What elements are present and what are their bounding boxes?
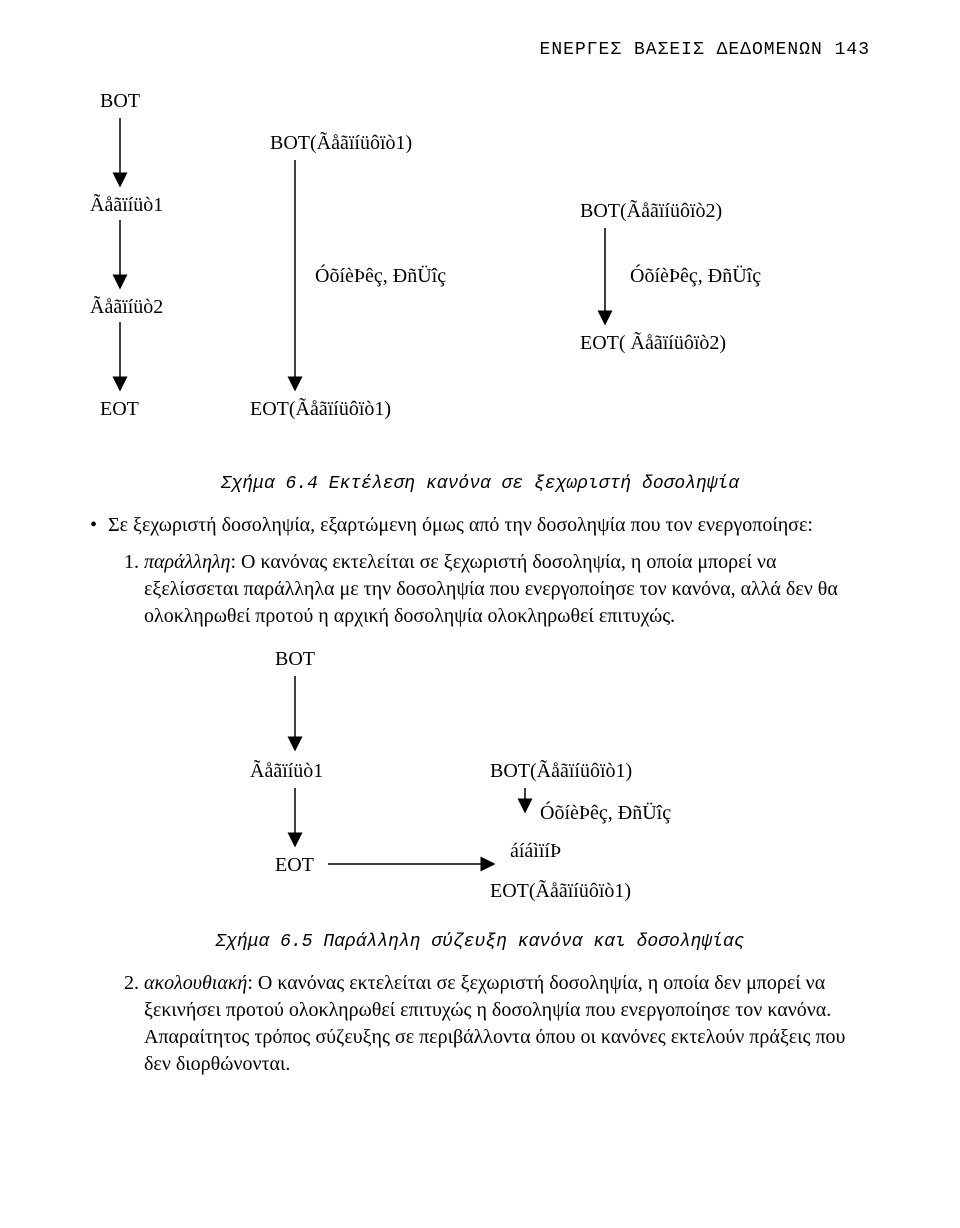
fig2-col1-ev1: Ãåãïíüò1 xyxy=(250,760,323,782)
arrow-icon xyxy=(328,854,498,874)
arrow-icon xyxy=(110,322,130,394)
bullet-icon: • xyxy=(90,512,108,539)
bullet-text: Σε ξεχωριστή δοσοληψία, εξαρτώμενη όμως … xyxy=(108,514,813,536)
running-head: ΕΝΕΡΓΕΣ ΒΑΣΕΙΣ ΔΕΔΟΜΕΝΩΝ 143 xyxy=(90,40,870,60)
arrow-icon xyxy=(285,676,305,754)
figure-6-4: BOT Ãåãïíüò1 Ãåãïíüò2 EOT BOT(Ãåãïíüôïò1… xyxy=(90,90,870,470)
fig1-col3-bot: BOT(Ãåãïíüôïò2) xyxy=(580,200,722,222)
arrow-icon xyxy=(595,228,615,328)
fig2-col2-eot: EOT(Ãåãïíüôïò1) xyxy=(490,880,631,902)
figure-6-5-caption: Σχήμα 6.5 Παράλληλη σύζευξη κανόνα και δ… xyxy=(90,932,870,952)
page: ΕΝΕΡΓΕΣ ΒΑΣΕΙΣ ΔΕΔΟΜΕΝΩΝ 143 BOT Ãåãïíüò… xyxy=(0,0,960,1228)
fig1-col2-bot: BOT(Ãåãïíüôïò1) xyxy=(270,132,412,154)
item2-rest: : Ο κανόνας εκτελείται σε ξεχωριστή δοσο… xyxy=(144,972,845,1075)
fig1-col2-eot: EOT(Ãåãïíüôïò1) xyxy=(250,398,391,420)
arrow-icon xyxy=(285,160,305,394)
fig2-col1-eot: EOT xyxy=(275,854,314,876)
fig2-col2-cond: ÓõíèÞêç, ÐñÜîç xyxy=(540,802,671,824)
arrow-icon xyxy=(110,118,130,190)
fig1-col3-eot: EOT( Ãåãïíüôïò2) xyxy=(580,332,726,354)
arrow-icon xyxy=(110,220,130,292)
bullet-row: •Σε ξεχωριστή δοσοληψία, εξαρτώμενη όμως… xyxy=(90,512,870,539)
fig1-col1-ev1: Ãåãïíüò1 xyxy=(90,194,163,216)
ordered-list-2: ακολουθιακή: Ο κανόνας εκτελείται σε ξεχ… xyxy=(118,970,870,1078)
figure-6-5: BOT Ãåãïíüò1 EOT BOT(Ãåãïíüôïò1) ÓõíèÞêç… xyxy=(90,648,870,928)
list-item: ακολουθιακή: Ο κανόνας εκτελείται σε ξεχ… xyxy=(144,970,870,1078)
arrow-icon xyxy=(515,788,535,816)
term: παράλληλη xyxy=(144,551,230,573)
fig1-col3-cond: ÓõíèÞêç, ÐñÜîç xyxy=(630,265,761,287)
fig1-col2-cond: ÓõíèÞêç, ÐñÜîç xyxy=(315,265,446,287)
list-item: παράλληλη: Ο κανόνας εκτελείται σε ξεχωρ… xyxy=(144,549,870,630)
arrow-icon xyxy=(285,788,305,850)
ordered-list: παράλληλη: Ο κανόνας εκτελείται σε ξεχωρ… xyxy=(118,549,870,630)
fig1-col1-eot: EOT xyxy=(100,398,139,420)
fig2-col2-wait: áíáìïíÞ xyxy=(510,840,561,862)
term: ακολουθιακή xyxy=(144,972,247,994)
fig2-col2-bot: BOT(Ãåãïíüôïò1) xyxy=(490,760,632,782)
fig1-col1-bot: BOT xyxy=(100,90,140,112)
fig2-col1-bot: BOT xyxy=(275,648,315,670)
figure-6-4-caption: Σχήμα 6.4 Εκτέλεση κανόνα σε ξεχωριστή δ… xyxy=(90,474,870,494)
fig1-col1-ev2: Ãåãïíüò2 xyxy=(90,296,163,318)
item1-rest: : Ο κανόνας εκτελείται σε ξεχωριστή δοσο… xyxy=(144,551,838,627)
